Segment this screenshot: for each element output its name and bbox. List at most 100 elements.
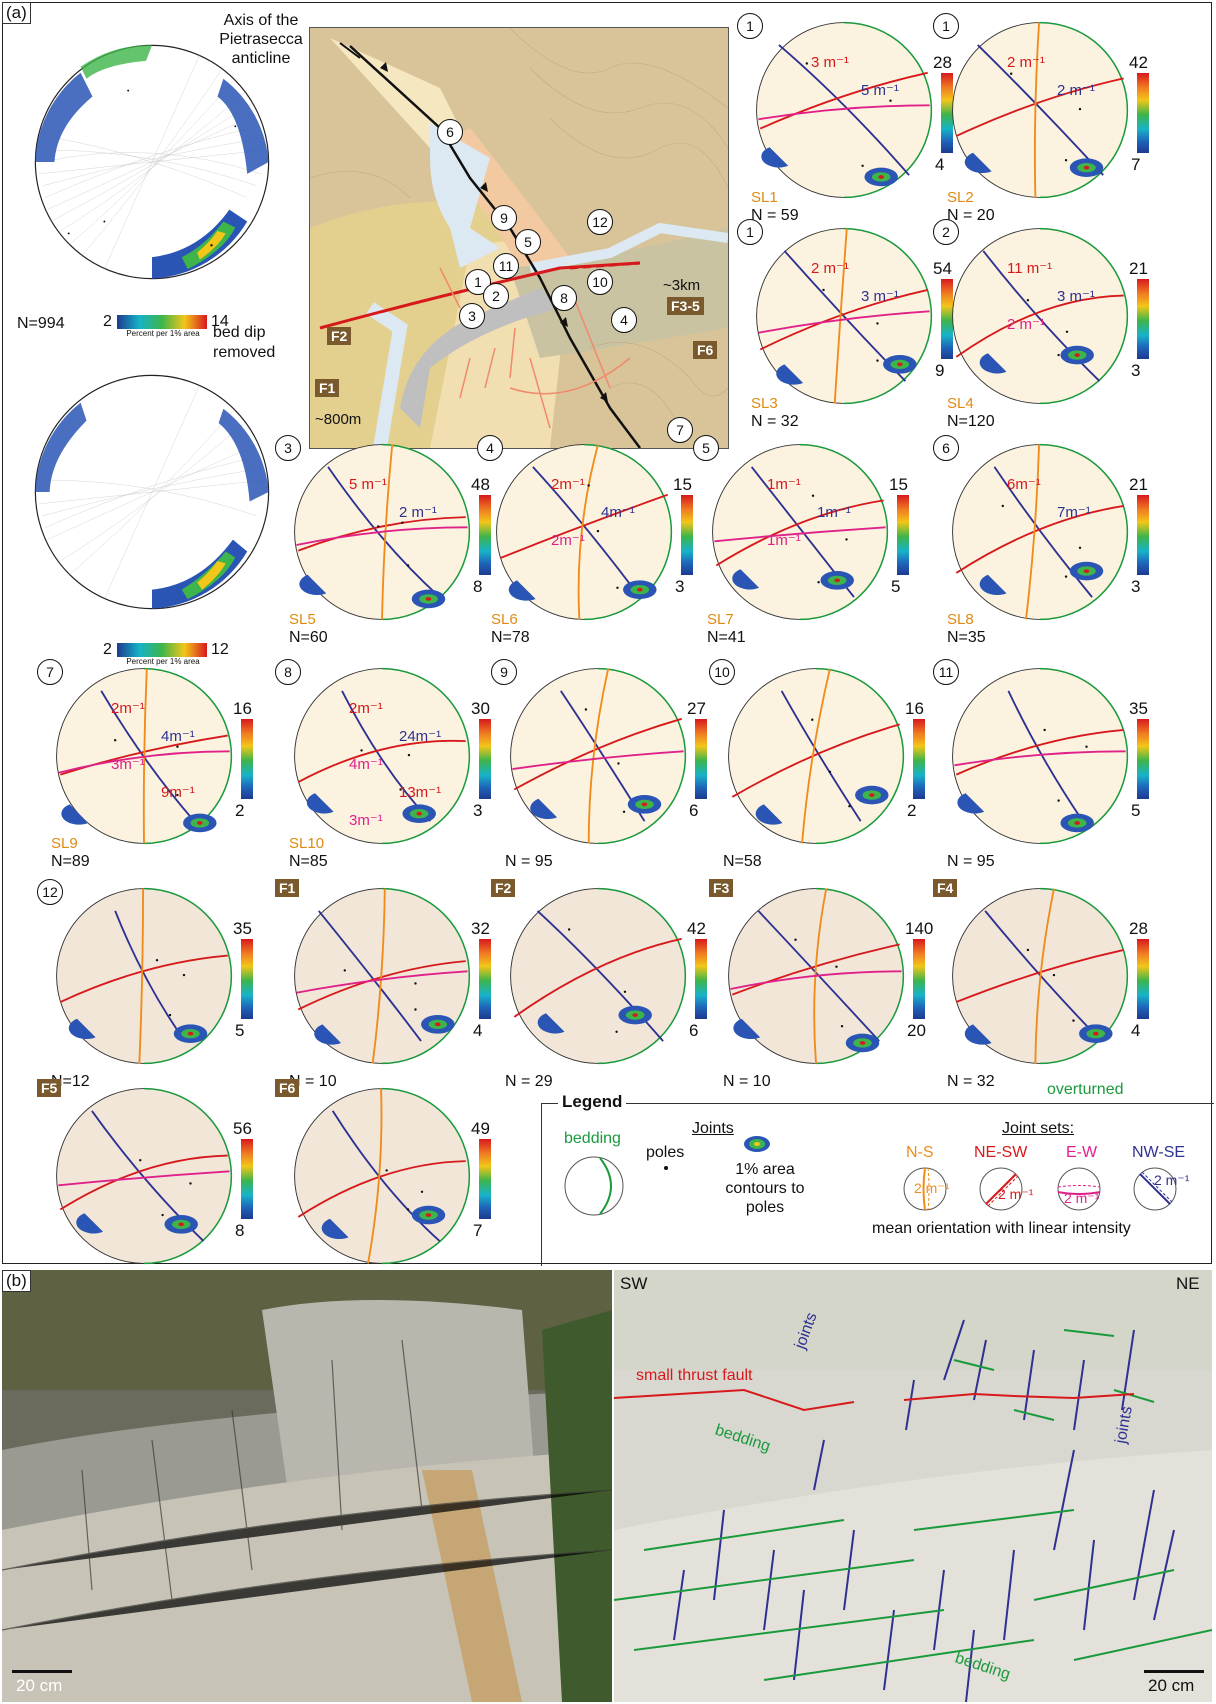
intensity-label-9-3: 13m⁻¹ — [399, 784, 442, 801]
stereonet-id-17: F4 — [933, 879, 958, 897]
stereonet-1-0 — [751, 17, 937, 203]
stereonet-n-6: N=41 — [707, 629, 746, 646]
stereonet-4-5 — [491, 439, 677, 625]
stereonet-id-18: F5 — [37, 1079, 62, 1097]
intensity-label-7-0: 6m⁻¹ — [1007, 476, 1041, 493]
site-f6: F6 — [693, 341, 718, 359]
stereonet-n-11: N=58 — [723, 853, 762, 870]
legend-set-nesw: NE-SW — [974, 1144, 1028, 1161]
stereonet-7-8 — [51, 663, 237, 849]
scale-left: 20 cm — [16, 1676, 63, 1695]
stereonet-sl-0: SL1 — [751, 189, 778, 206]
stereonet-id-0: 1 — [737, 13, 763, 39]
stereonet-id-8: 7 — [37, 659, 63, 685]
legend-sets-head: Joint sets: — [1002, 1120, 1075, 1137]
stereonet-sl-6: SL7 — [707, 611, 734, 628]
pole-dot-icon — [664, 1166, 668, 1170]
legend-mean: mean orientation with linear intensity — [872, 1220, 1131, 1237]
stereonet-f4-17 — [947, 883, 1133, 1069]
stereonet-sl-4: SL5 — [289, 611, 316, 628]
stereonet-f6-19 — [289, 1083, 475, 1269]
stereonet-3-4 — [289, 439, 475, 625]
legend-joints-head: Joints — [692, 1120, 734, 1137]
color-scale-5: 15 3 — [673, 475, 693, 596]
intensity-label-0-0: 3 m⁻¹ — [811, 54, 849, 71]
color-scale-19: 49 7 — [471, 1119, 491, 1240]
intensity-label-8-3: 9m⁻¹ — [161, 784, 195, 801]
color-scale-4: 48 8 — [471, 475, 491, 596]
overturned-label: overturned — [1047, 1081, 1124, 1098]
bed-dip-label: bed dip removed — [213, 324, 276, 361]
stereonet-n-5: N=78 — [491, 629, 530, 646]
stereonet-sl-3: SL4 — [947, 395, 974, 412]
stereonet-n-4: N=60 — [289, 629, 328, 646]
legend-ns-icon — [903, 1167, 947, 1211]
stereonet-n-1: N = 20 — [947, 207, 995, 224]
legend-nwse-icon — [1133, 1167, 1177, 1211]
site-marker-5: 5 — [515, 229, 541, 255]
stereonet-1-1 — [947, 17, 1133, 203]
intensity-label-0-1: 5 m⁻¹ — [861, 82, 899, 99]
annotated-photo: SW NE small thrust fault bedding bedding… — [614, 1270, 1212, 1702]
stereonet-id-1: 1 — [933, 13, 959, 39]
dist-800: ~800m — [315, 411, 362, 428]
stereonet-2-3 — [947, 223, 1133, 409]
big1-n: N=994 — [17, 315, 65, 332]
color-scale-1: 42 7 — [1129, 53, 1149, 174]
big-stereonet-1 — [33, 43, 271, 281]
stereonet-9-10 — [505, 663, 691, 849]
intensity-label-6-0: 1m⁻¹ — [767, 476, 801, 493]
color-scale-8: 16 2 — [233, 699, 253, 820]
site-marker-9: 9 — [491, 205, 517, 231]
intensity-label-5-0: 2m⁻¹ — [551, 476, 585, 493]
stereonet-sl-9: SL10 — [289, 835, 325, 852]
intensity-label-8-0: 2m⁻¹ — [111, 700, 145, 717]
stereonet-id-15: F2 — [491, 879, 516, 897]
stereonet-11-12 — [947, 663, 1133, 849]
intensity-label-5-2: 2m⁻¹ — [551, 532, 585, 549]
intensity-label-1-1: 2 m⁻¹ — [1057, 82, 1095, 99]
stereonet-id-11: 10 — [709, 659, 735, 685]
intensity-label-9-1: 24m⁻¹ — [399, 728, 442, 745]
stereonet-n-0: N = 59 — [751, 207, 799, 224]
intensity-label-3-0: 11 m⁻¹ — [1007, 260, 1053, 277]
label-ne: NE — [1176, 1274, 1200, 1293]
legend-nesw-icon — [979, 1167, 1023, 1211]
stereonet-sl-7: SL8 — [947, 611, 974, 628]
stereonet-n-12: N = 95 — [947, 853, 995, 870]
stereonet-f2-15 — [505, 883, 691, 1069]
stereonet-sl-2: SL3 — [751, 395, 778, 412]
stereonet-10-11 — [723, 663, 909, 849]
dist-3km: ~3km — [663, 277, 701, 294]
label-sw: SW — [620, 1274, 648, 1293]
stereonet-12-13 — [51, 883, 237, 1069]
intensity-label-3-1: 3 m⁻¹ — [1057, 288, 1095, 305]
color-scale-6: 15 5 — [889, 475, 909, 596]
site-f1: F1 — [315, 379, 340, 397]
stereonet-id-12: 11 — [933, 659, 959, 685]
legend-set-ns: N-S — [906, 1144, 934, 1161]
stereonet-id-13: 12 — [37, 879, 63, 905]
color-scale-13: 35 5 — [233, 919, 253, 1040]
stereonet-8-9 — [289, 663, 475, 849]
intensity-label-4-0: 5 m⁻¹ — [349, 476, 387, 493]
intensity-label-6-2: 1m⁻¹ — [767, 532, 801, 549]
stereonet-id-10: 9 — [491, 659, 517, 685]
color-scale-17: 28 4 — [1129, 919, 1149, 1040]
stereonet-n-15: N = 29 — [505, 1073, 553, 1090]
stereonet-1-2 — [751, 223, 937, 409]
site-marker-4: 4 — [611, 307, 637, 333]
intensity-label-1-0: 2 m⁻¹ — [1007, 54, 1045, 71]
legend-nwse-int: 2 m⁻¹ — [1154, 1172, 1190, 1188]
legend-set-nwse: NW-SE — [1132, 1144, 1186, 1161]
site-marker-7: 7 — [667, 417, 693, 443]
color-scale-9: 30 3 — [471, 699, 491, 820]
stereonet-id-16: F3 — [709, 879, 734, 897]
intensity-label-3-2: 2 m⁻¹ — [1007, 316, 1045, 333]
stereonet-id-2: 1 — [737, 219, 763, 245]
site-marker-12: 12 — [587, 209, 613, 235]
stereonet-n-14: N = 10 — [289, 1073, 337, 1090]
intensity-label-9-4: 3m⁻¹ — [349, 812, 383, 829]
site-marker-6: 6 — [437, 119, 463, 145]
color-scale-11: 16 2 — [905, 699, 925, 820]
